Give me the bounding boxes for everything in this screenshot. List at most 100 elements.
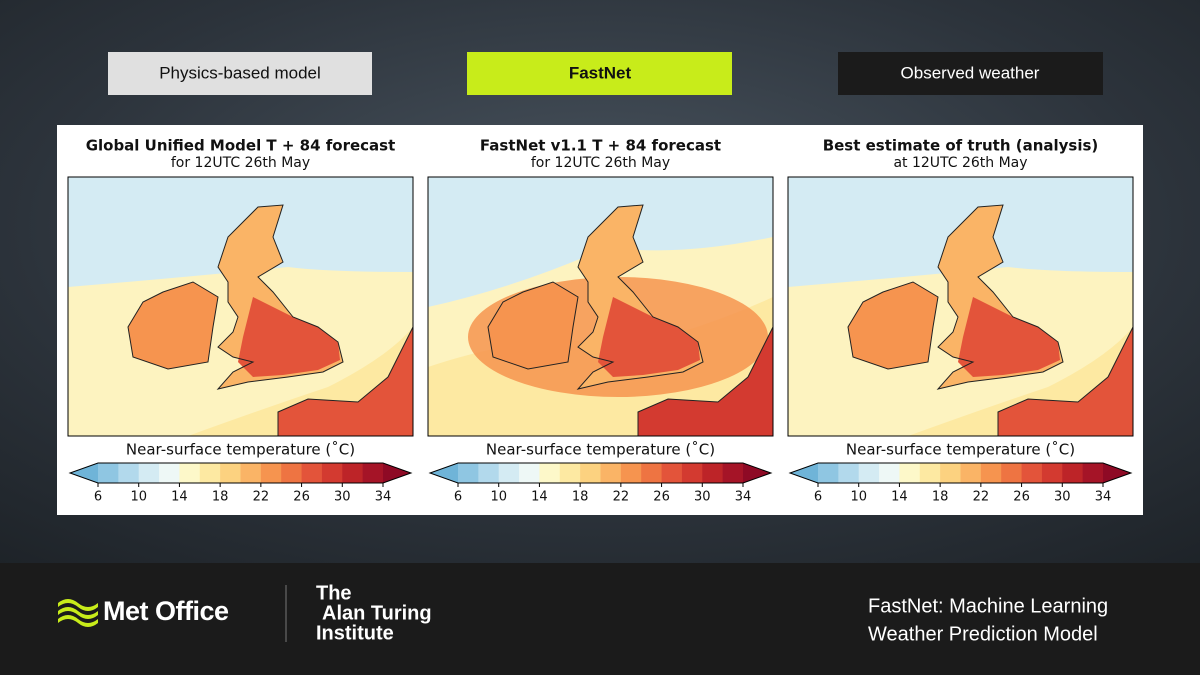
colorbar-tick-label: 18 bbox=[572, 490, 589, 505]
colorbar-tick-label: 14 bbox=[171, 490, 188, 505]
coastline bbox=[936, 204, 1064, 390]
colorbar-tick-label: 30 bbox=[694, 490, 711, 505]
colorbar-segment bbox=[458, 463, 479, 483]
tab bbox=[108, 52, 372, 95]
colorbar-extend-high bbox=[383, 463, 411, 483]
map-title: Global Unified Model T + 84 forecast bbox=[86, 137, 396, 155]
colorbar-segment bbox=[702, 463, 724, 483]
map-frame bbox=[427, 176, 774, 437]
colorbar-segment bbox=[960, 463, 982, 483]
colorbar-tick-label: 34 bbox=[1095, 490, 1112, 505]
colorbar-tick-label: 30 bbox=[1054, 490, 1071, 505]
colorbar-segment bbox=[899, 463, 921, 483]
colorbar-tick-label: 22 bbox=[973, 490, 990, 505]
colorbar-segment bbox=[681, 463, 703, 483]
land-hot bbox=[278, 327, 413, 436]
colorbar-tick-label: 6 bbox=[454, 490, 462, 505]
colorbar-segment bbox=[498, 463, 520, 483]
temperature-map bbox=[428, 177, 773, 436]
land bbox=[848, 282, 938, 369]
colorbar-segment bbox=[620, 463, 642, 483]
colorbar-extend-low bbox=[430, 463, 458, 483]
coastline bbox=[127, 281, 219, 370]
colorbar-segment bbox=[98, 463, 119, 483]
land-hot bbox=[238, 297, 340, 377]
colorbar-segment bbox=[858, 463, 880, 483]
tab bbox=[838, 52, 1103, 95]
colorbar-segment bbox=[362, 463, 384, 483]
colorbar-segment bbox=[301, 463, 323, 483]
colorbar-segment bbox=[179, 463, 201, 483]
land-hot bbox=[998, 327, 1133, 436]
coastline bbox=[847, 281, 939, 370]
coastline bbox=[216, 204, 344, 390]
turing-line: The bbox=[316, 582, 352, 604]
colorbar-segment bbox=[838, 463, 860, 483]
colorbar-tick-label: 30 bbox=[334, 490, 351, 505]
colorbar-segment bbox=[281, 463, 303, 483]
map-title: Best estimate of truth (analysis) bbox=[823, 137, 1099, 155]
colorbar-segment bbox=[260, 463, 282, 483]
colorbar-segment bbox=[980, 463, 1002, 483]
colorbar-segment bbox=[1021, 463, 1043, 483]
land-hot bbox=[598, 297, 700, 377]
colorbar-segment bbox=[1041, 463, 1063, 483]
colorbar-extend-low bbox=[70, 463, 98, 483]
colorbar-extend-low bbox=[790, 463, 818, 483]
colorbar-segment bbox=[600, 463, 622, 483]
colorbar-segment bbox=[1001, 463, 1023, 483]
tab bbox=[467, 52, 732, 95]
temperature-map bbox=[788, 177, 1133, 436]
colorbar-tick-label: 14 bbox=[531, 490, 548, 505]
caption-line: Weather Prediction Model bbox=[868, 623, 1098, 645]
colorbar-extend-high bbox=[1103, 463, 1131, 483]
colorbar-label: Near-surface temperature (˚C) bbox=[846, 441, 1075, 459]
colorbar-tick-label: 10 bbox=[130, 490, 147, 505]
coastline bbox=[487, 281, 579, 370]
colorbar-segment bbox=[539, 463, 561, 483]
colorbar-tick-label: 6 bbox=[94, 490, 102, 505]
map-subtitle: for 12UTC 26th May bbox=[531, 155, 670, 171]
temperature-map bbox=[68, 177, 413, 436]
tab-label: Physics-based model bbox=[159, 63, 321, 82]
map-frame bbox=[67, 176, 414, 437]
map-title: FastNet v1.1 T + 84 forecast bbox=[480, 137, 721, 155]
colorbar-segment bbox=[220, 463, 241, 483]
colorbar-tick-label: 10 bbox=[850, 490, 867, 505]
map-frame bbox=[787, 176, 1134, 437]
colorbar-extend-high bbox=[743, 463, 771, 483]
colorbar-tick-label: 26 bbox=[293, 490, 310, 505]
colorbar-tick-label: 22 bbox=[613, 490, 630, 505]
colorbar-segment bbox=[240, 463, 262, 483]
coastline bbox=[576, 204, 704, 390]
colorbar-segment bbox=[1082, 463, 1104, 483]
colorbar-label: Near-surface temperature (˚C) bbox=[486, 441, 715, 459]
colorbar-segment bbox=[940, 463, 961, 483]
tab-label: Observed weather bbox=[901, 63, 1040, 82]
land-hot bbox=[958, 297, 1060, 377]
colorbar-tick-label: 6 bbox=[814, 490, 822, 505]
colorbar-segment bbox=[342, 463, 364, 483]
colorbar-tick-label: 18 bbox=[932, 490, 949, 505]
colorbar-segment bbox=[818, 463, 839, 483]
colorbar-label: Near-surface temperature (˚C) bbox=[126, 441, 355, 459]
colorbar-segment bbox=[1062, 463, 1084, 483]
coastline bbox=[637, 326, 773, 436]
colorbar-segment bbox=[661, 463, 683, 483]
coastline bbox=[997, 326, 1133, 436]
footer bbox=[0, 563, 1200, 675]
colorbar-segment bbox=[641, 463, 663, 483]
colorbar-segment bbox=[478, 463, 500, 483]
colorbar-segment bbox=[159, 463, 180, 483]
colorbar-tick-label: 10 bbox=[490, 490, 507, 505]
colorbar-tick-label: 34 bbox=[735, 490, 752, 505]
colorbar-tick-label: 26 bbox=[653, 490, 670, 505]
turing-line: Institute bbox=[316, 622, 394, 644]
met-office-logo bbox=[58, 599, 98, 627]
colorbar-segment bbox=[519, 463, 540, 483]
colorbar-segment bbox=[559, 463, 581, 483]
colorbar-segment bbox=[580, 463, 601, 483]
colorbar-tick-label: 34 bbox=[375, 490, 392, 505]
colorbar-segment bbox=[138, 463, 160, 483]
